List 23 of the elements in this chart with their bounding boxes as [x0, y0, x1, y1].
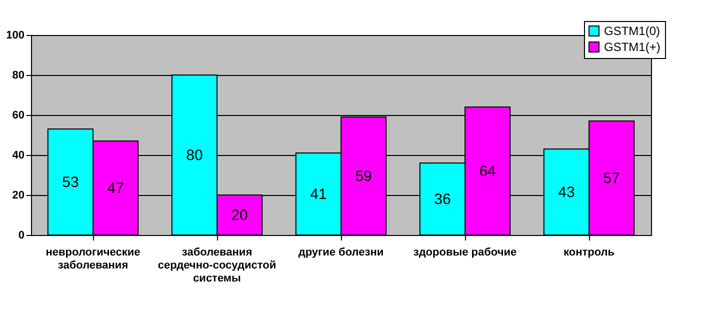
data-label: 43 — [558, 184, 575, 201]
x-tick-label: другие болезни — [298, 246, 384, 258]
y-tick-label: 0 — [18, 230, 24, 242]
legend-label: GSTM1(+) — [604, 40, 660, 54]
x-tick-label: неврологические заболевания — [46, 246, 140, 272]
y-tick-label: 20 — [12, 190, 24, 202]
x-tick-label: здоровые рабочие — [413, 246, 517, 258]
data-label: 59 — [355, 168, 372, 185]
data-label: 41 — [310, 186, 327, 203]
y-tick-label: 80 — [12, 70, 24, 82]
data-label: 80 — [186, 147, 203, 164]
y-tick-label: 60 — [12, 110, 24, 122]
y-tick-label: 100 — [6, 30, 24, 42]
x-tick-label: контроль — [563, 246, 615, 258]
data-label: 47 — [107, 180, 124, 197]
data-label: 36 — [434, 191, 451, 208]
data-label: 20 — [231, 207, 248, 224]
y-tick-label: 40 — [12, 150, 24, 162]
legend-label: GSTM1(0) — [604, 24, 660, 38]
data-label: 53 — [62, 174, 79, 191]
data-label: 57 — [603, 170, 620, 187]
data-label: 64 — [479, 163, 496, 180]
x-tick-label: заболевания сердечно-сосудистой системы — [158, 246, 276, 284]
